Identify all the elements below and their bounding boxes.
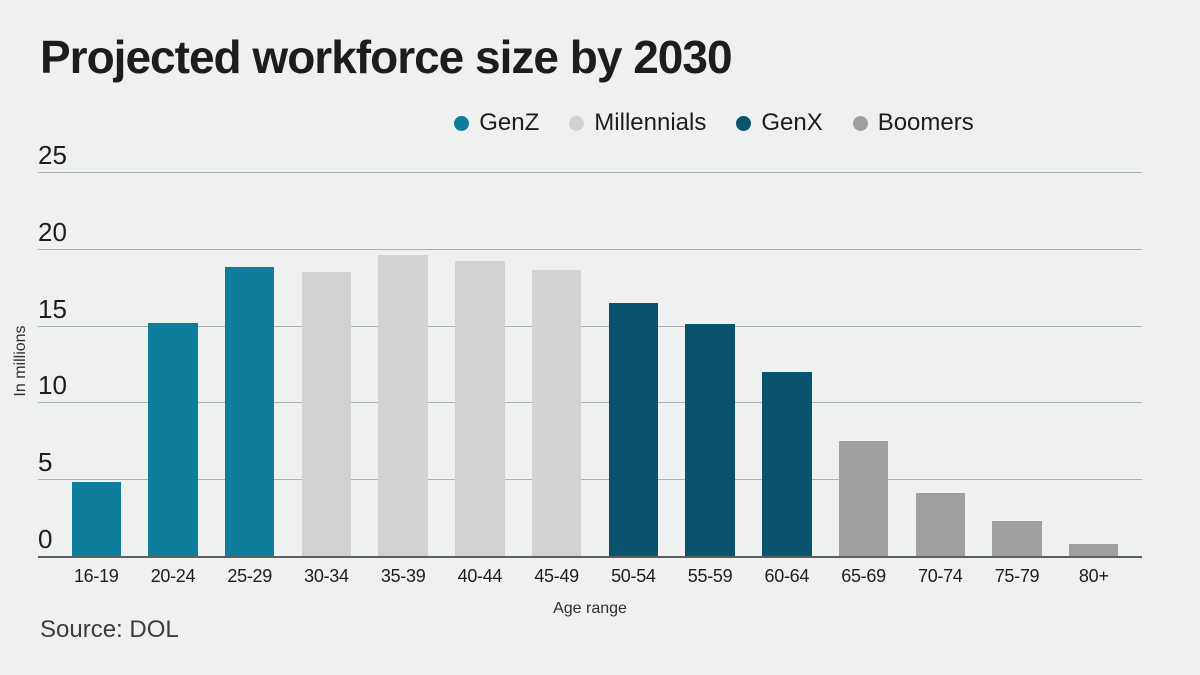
legend: GenZ Millennials GenX Boomers (114, 109, 1200, 137)
x-axis-title: Age range (553, 600, 627, 617)
x-tick-label: 35-39 (380, 566, 426, 586)
bar-45-49 (531, 270, 582, 556)
x-tick-label: 80+ (1078, 566, 1109, 586)
legend-label: GenZ (479, 109, 540, 136)
x-tick-label: 60-64 (764, 566, 810, 586)
gridline (38, 402, 1142, 404)
source-note: Source: DOL (40, 616, 179, 643)
x-tick-label: 70-74 (917, 566, 963, 586)
bar-65-69 (838, 440, 889, 556)
legend-item-boomers: Boomers (852, 109, 974, 137)
gridline (38, 248, 1142, 250)
bar-30-34 (301, 271, 352, 556)
y-tick-label: 15 (38, 293, 67, 324)
gridline (38, 479, 1142, 481)
legend-dot-icon (454, 115, 470, 131)
bar-40-44 (455, 261, 505, 556)
legend-dot-icon (569, 115, 585, 131)
y-tick-label: 5 (38, 447, 53, 478)
bar-70-74 (915, 493, 966, 556)
chart-title: Projected workforce size by 2030 (40, 31, 733, 83)
legend-label: Boomers (877, 109, 974, 136)
bar-60-64 (762, 371, 812, 556)
x-tick-label: 16-19 (73, 566, 119, 586)
y-axis-title: In millions (12, 325, 29, 397)
x-axis-line (38, 556, 1142, 558)
x-tick-label: 65-69 (841, 566, 886, 586)
x-tick-label: 50-54 (611, 566, 656, 586)
legend-label: GenX (761, 109, 823, 136)
legend-label: Millennials (594, 109, 707, 136)
bar-35-39 (378, 254, 428, 556)
bar-80+ (1068, 543, 1119, 556)
y-tick-label: 0 (38, 524, 53, 554)
legend-item-genz: GenZ (454, 109, 539, 137)
x-tick-label: 25-29 (227, 566, 272, 586)
gridline (38, 325, 1142, 327)
y-tick-label: 10 (38, 370, 67, 401)
x-tick-label: 75-79 (994, 566, 1040, 586)
x-tick-label: 45-49 (534, 566, 579, 586)
bar-25-29 (224, 267, 275, 556)
bar-55-59 (685, 324, 735, 556)
x-tick-label: 30-34 (304, 566, 349, 586)
x-tick-label: 55-59 (687, 566, 733, 586)
x-tick-label: 40-44 (457, 566, 503, 586)
y-tick-label: 25 (38, 140, 67, 170)
bar-75-79 (992, 520, 1042, 556)
gridline (38, 172, 1142, 173)
bar-20-24 (148, 322, 198, 556)
legend-dot-icon (852, 115, 868, 131)
legend-item-genx: GenX (736, 109, 823, 137)
bar-16-19 (71, 482, 121, 556)
legend-dot-icon (736, 115, 752, 131)
legend-item-millennials: Millennials (569, 109, 706, 137)
x-tick-label: 20-24 (150, 566, 196, 586)
bar-50-54 (608, 302, 659, 556)
y-tick-label: 20 (38, 216, 67, 247)
